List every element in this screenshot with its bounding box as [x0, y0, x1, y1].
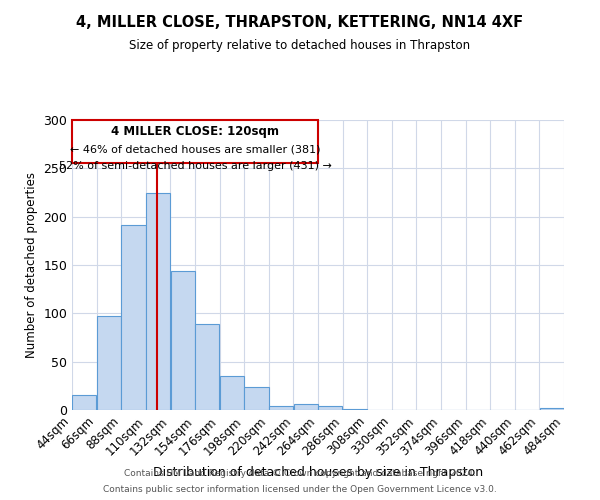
Bar: [269, 406, 293, 410]
Bar: [121, 226, 146, 410]
Bar: [244, 387, 269, 410]
Bar: [539, 408, 564, 410]
Text: ← 46% of detached houses are smaller (381): ← 46% of detached houses are smaller (38…: [70, 144, 320, 154]
Text: Contains public sector information licensed under the Open Government Licence v3: Contains public sector information licen…: [103, 485, 497, 494]
X-axis label: Distribution of detached houses by size in Thrapston: Distribution of detached houses by size …: [153, 466, 483, 479]
Bar: [146, 192, 170, 410]
Text: Contains HM Land Registry data © Crown copyright and database right 2024.: Contains HM Land Registry data © Crown c…: [124, 468, 476, 477]
Y-axis label: Number of detached properties: Number of detached properties: [25, 172, 38, 358]
Text: 4, MILLER CLOSE, THRAPSTON, KETTERING, NN14 4XF: 4, MILLER CLOSE, THRAPSTON, KETTERING, N…: [76, 15, 524, 30]
Bar: [195, 324, 220, 410]
Bar: [343, 409, 367, 410]
Bar: [97, 316, 121, 410]
Text: 4 MILLER CLOSE: 120sqm: 4 MILLER CLOSE: 120sqm: [111, 125, 279, 138]
Bar: [220, 376, 244, 410]
Bar: [293, 404, 318, 410]
Bar: [72, 394, 97, 410]
Bar: [318, 406, 343, 410]
Bar: [170, 271, 195, 410]
Text: Size of property relative to detached houses in Thrapston: Size of property relative to detached ho…: [130, 39, 470, 52]
Text: 52% of semi-detached houses are larger (431) →: 52% of semi-detached houses are larger (…: [59, 161, 331, 171]
